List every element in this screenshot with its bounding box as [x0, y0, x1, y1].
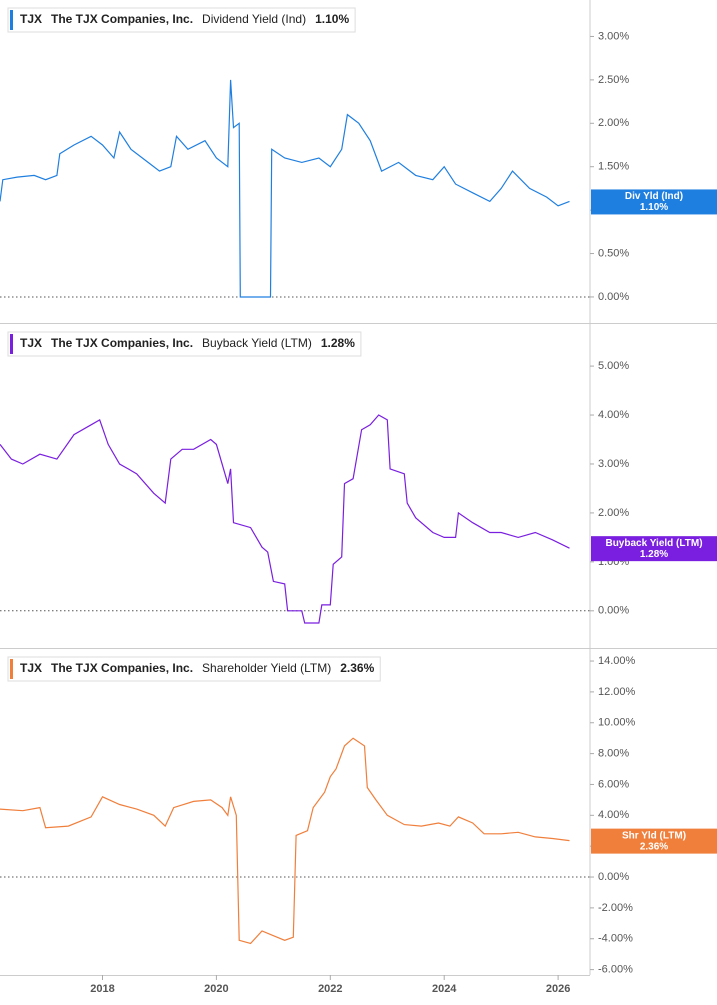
- badge-value: 1.28%: [640, 549, 668, 560]
- header-color-bar: [10, 659, 13, 679]
- header-company: The TJX Companies, Inc.: [51, 336, 193, 350]
- y-tick-label: -4.00%: [598, 933, 633, 945]
- series-line: [0, 79, 570, 298]
- header-color-bar: [10, 334, 13, 354]
- y-tick-label: 2.00%: [598, 507, 629, 519]
- y-tick-label: 3.00%: [598, 458, 629, 470]
- badge-name: Shr Yld (LTM): [622, 830, 686, 841]
- y-tick-label: 0.50%: [598, 247, 629, 259]
- y-tick-label: 4.00%: [598, 809, 629, 821]
- x-tick-label: 2024: [432, 983, 457, 995]
- y-tick-label: 12.00%: [598, 686, 636, 698]
- y-tick-label: 5.00%: [598, 360, 629, 372]
- y-tick-label: -6.00%: [598, 964, 633, 976]
- header-box: [7, 656, 381, 682]
- header-color-bar: [10, 10, 13, 30]
- y-tick-label: 0.00%: [598, 605, 629, 617]
- y-tick-label: 1.50%: [598, 161, 629, 173]
- panel-header: TJX The TJX Companies, Inc. Shareholder Yi…: [7, 656, 381, 682]
- value-badge: [591, 189, 717, 215]
- x-tick-label: 2022: [318, 983, 342, 995]
- y-tick-label: 0.00%: [598, 291, 629, 303]
- value-badge: [591, 828, 717, 854]
- badge-name: Buyback Yield (LTM): [605, 538, 702, 549]
- series-line: [0, 414, 570, 624]
- badge-value: 1.10%: [640, 202, 668, 213]
- header-current-label: 1.28%: [321, 336, 355, 350]
- panel-header: TJX The TJX Companies, Inc. Buyback Yield …: [7, 331, 362, 357]
- header-current-label: 1.10%: [315, 12, 349, 26]
- y-tick-label: 4.00%: [598, 409, 629, 421]
- header-metric: Dividend Yield (Ind): [202, 12, 306, 26]
- header-box: [7, 331, 362, 357]
- y-tick-label: 10.00%: [598, 717, 636, 729]
- header-ticker: TJX: [20, 661, 42, 675]
- header-ticker: TJX: [20, 336, 42, 350]
- x-tick-label: 2026: [546, 983, 570, 995]
- x-tick-label: 2020: [204, 983, 228, 995]
- y-tick-label: 2.00%: [598, 117, 629, 129]
- badge-value: 2.36%: [640, 841, 668, 852]
- y-tick-label: -2.00%: [598, 902, 633, 914]
- header-box: [7, 7, 356, 33]
- header-ticker: TJX: [20, 12, 42, 26]
- header-metric: Buyback Yield (LTM): [202, 336, 312, 350]
- y-tick-label: 8.00%: [598, 748, 629, 760]
- y-tick-label: 2.50%: [598, 74, 629, 86]
- panel-header: TJX The TJX Companies, Inc. Dividend Yield…: [7, 7, 356, 33]
- header-company: The TJX Companies, Inc.: [51, 12, 193, 26]
- header-current-label: 2.36%: [340, 661, 374, 675]
- y-tick-label: 14.00%: [598, 655, 636, 667]
- y-tick-label: 6.00%: [598, 778, 629, 790]
- y-tick-label: 3.00%: [598, 30, 629, 42]
- y-tick-label: 0.00%: [598, 871, 629, 883]
- value-badge: [591, 536, 717, 562]
- badge-name: Div Yld (Ind): [625, 191, 683, 202]
- series-line: [0, 737, 570, 945]
- header-company: The TJX Companies, Inc.: [51, 661, 193, 675]
- x-tick-label: 2018: [90, 983, 114, 995]
- header-metric: Shareholder Yield (LTM): [202, 661, 331, 675]
